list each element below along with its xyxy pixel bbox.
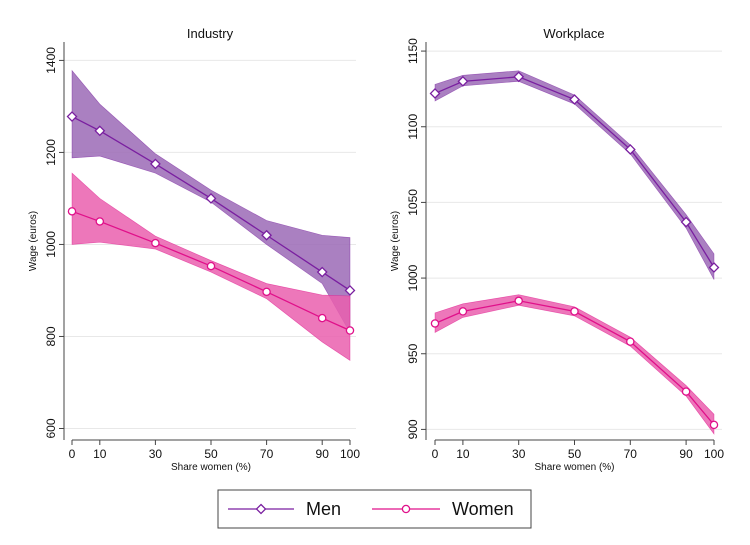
women-point	[430, 319, 440, 328]
y-tick-label: 1050	[406, 189, 420, 216]
women-point	[709, 420, 719, 430]
women-point	[151, 238, 160, 248]
men-point	[513, 71, 525, 83]
x-tick-label: 50	[204, 447, 218, 461]
men-point	[708, 262, 720, 273]
chart-legend: Men Women	[217, 489, 532, 529]
y-axis-title: Wage (euros)	[28, 211, 39, 271]
x-tick-label: 10	[93, 447, 107, 461]
x-axis-title: Share women (%)	[534, 462, 614, 473]
women-point	[262, 287, 271, 297]
men-point	[344, 285, 356, 296]
men-point	[316, 266, 328, 278]
women-series-line	[434, 300, 715, 426]
x-tick-label: 90	[679, 447, 693, 461]
men-point	[624, 144, 636, 155]
women-point	[317, 313, 327, 323]
y-tick-label: 1400	[44, 47, 58, 74]
panel-title: Workplace	[543, 26, 604, 41]
y-tick-label: 1000	[44, 231, 58, 258]
x-tick-label: 100	[340, 447, 360, 461]
x-tick-label: 50	[568, 447, 582, 461]
y-tick-label: 1000	[406, 264, 420, 291]
x-tick-label: 90	[316, 447, 330, 461]
x-tick-label: 10	[456, 447, 470, 461]
x-tick-label: 0	[432, 447, 439, 461]
women-point	[345, 326, 355, 335]
x-tick-label: 70	[260, 447, 274, 461]
men-point	[261, 229, 273, 241]
women-point	[206, 261, 216, 271]
x-tick-label: 30	[512, 447, 526, 461]
men-point	[429, 88, 441, 99]
legend-women-label: Women	[452, 499, 514, 519]
y-tick-label: 1200	[44, 139, 58, 166]
industry-panel: Industry 600 800 1000 1200 1400 0 10 30 50 70 90 100…	[28, 26, 360, 473]
women-point	[95, 217, 105, 226]
y-axis-title: Wage (euros)	[390, 211, 401, 271]
men-point	[569, 94, 580, 105]
men-point	[680, 216, 692, 228]
women-point	[67, 207, 77, 216]
y-tick-label: 800	[44, 326, 58, 346]
women-point	[626, 337, 635, 346]
legend-men-label: Men	[306, 499, 341, 519]
men-point	[149, 158, 161, 170]
y-tick-label: 600	[44, 418, 58, 438]
men-series-line	[434, 76, 715, 268]
x-tick-label: 0	[69, 447, 76, 461]
x-tick-label: 70	[624, 447, 638, 461]
y-tick-label: 1100	[406, 114, 420, 140]
women-point	[514, 296, 523, 306]
y-tick-label: 1150	[406, 38, 420, 64]
panel-title: Industry	[187, 26, 234, 41]
women-point	[570, 307, 579, 316]
x-tick-label: 30	[149, 447, 163, 461]
men-point	[66, 111, 78, 122]
y-tick-label: 950	[406, 343, 420, 363]
women-point	[681, 387, 691, 396]
x-axis-title: Share women (%)	[171, 462, 251, 473]
workplace-panel: Workplace 900 950 1000 1050 1100 1150 0 10 30 50 70…	[390, 26, 724, 473]
men-point	[457, 75, 469, 87]
legend-men-marker	[255, 503, 267, 515]
women-point	[458, 307, 468, 316]
men-point	[205, 193, 217, 204]
x-tick-label: 100	[704, 447, 724, 461]
y-tick-label: 900	[406, 419, 420, 439]
men-confidence-band	[434, 70, 715, 280]
legend-women-marker	[401, 504, 411, 514]
men-point	[94, 125, 106, 137]
